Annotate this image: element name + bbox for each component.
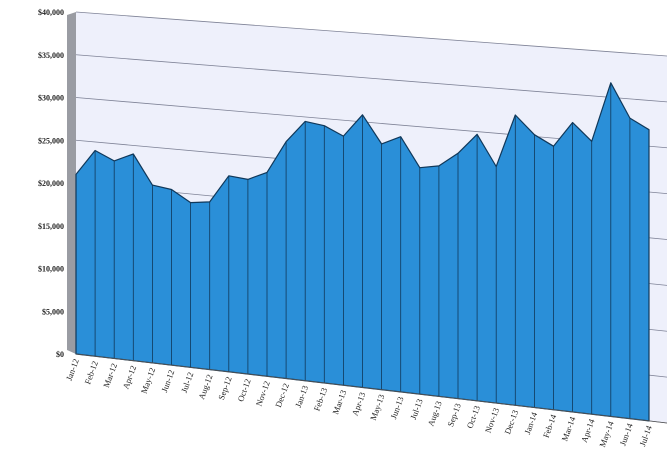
x-tick-label: Mar-13	[330, 388, 348, 415]
x-tick-label: Mar-14	[559, 415, 577, 443]
y-tick-label: $35,000	[38, 51, 64, 60]
x-tick-label: Oct-13	[465, 404, 482, 430]
x-tick-label: Apr-12	[120, 364, 138, 390]
y-tick-label: $5,000	[42, 307, 64, 316]
left-wall	[67, 12, 76, 354]
y-axis-ticks: $0 $5,000 $10,000 $15,000 $20,000 $25,000 $30,…	[38, 8, 64, 359]
x-tick-label: Feb-12	[82, 359, 100, 385]
x-tick-label: Jul-12	[179, 371, 196, 394]
x-tick-label: Jun-14	[617, 421, 635, 447]
x-tick-label: Oct-12	[235, 377, 252, 403]
vertical-dividers	[75, 82, 667, 424]
x-tick-label: Apr-14	[579, 417, 597, 444]
y-tick-label: $40,000	[38, 8, 64, 17]
x-tick-label: May-13	[368, 393, 387, 422]
x-tick-label: Sep-12	[216, 375, 234, 401]
x-tick-label: Nov-12	[254, 380, 272, 408]
x-tick-label: Aug-13	[425, 400, 443, 428]
x-tick-label: Dec-13	[502, 409, 520, 436]
gridline	[75, 11, 667, 57]
x-tick-label: Aug-12	[196, 373, 214, 401]
x-tick-label: Jan-12	[64, 357, 81, 382]
y-tick-label: $0	[56, 350, 64, 359]
x-tick-label: Feb-14	[541, 412, 559, 439]
x-tick-label: May-12	[139, 366, 158, 395]
x-tick-label: Jun-13	[388, 395, 405, 420]
x-tick-label: Dec-12	[273, 382, 291, 409]
x-tick-label: May-14	[597, 419, 616, 448]
x-tick-label: Jan-14	[522, 410, 539, 435]
x-axis-line	[75, 353, 667, 424]
x-tick-label: Jan-13	[293, 384, 310, 409]
y-tick-label: $10,000	[38, 265, 64, 274]
x-tick-label: Feb-13	[312, 386, 330, 412]
x-tick-label: Nov-13	[483, 406, 501, 434]
x-tick-label: Jun-12	[159, 368, 176, 393]
gridline	[75, 54, 667, 103]
x-tick-label: Sep-13	[445, 402, 463, 428]
y-tick-label: $25,000	[38, 136, 64, 145]
x-tick-label: Apr-13	[350, 391, 368, 417]
y-tick-label: $30,000	[38, 94, 64, 103]
y-tick-label: $15,000	[38, 222, 64, 231]
y-tick-label: $20,000	[38, 179, 64, 188]
x-tick-label: Mar-12	[101, 362, 119, 389]
x-tick-label: Jul-13	[408, 397, 425, 420]
x-tick-label: Jul-14	[637, 423, 654, 447]
